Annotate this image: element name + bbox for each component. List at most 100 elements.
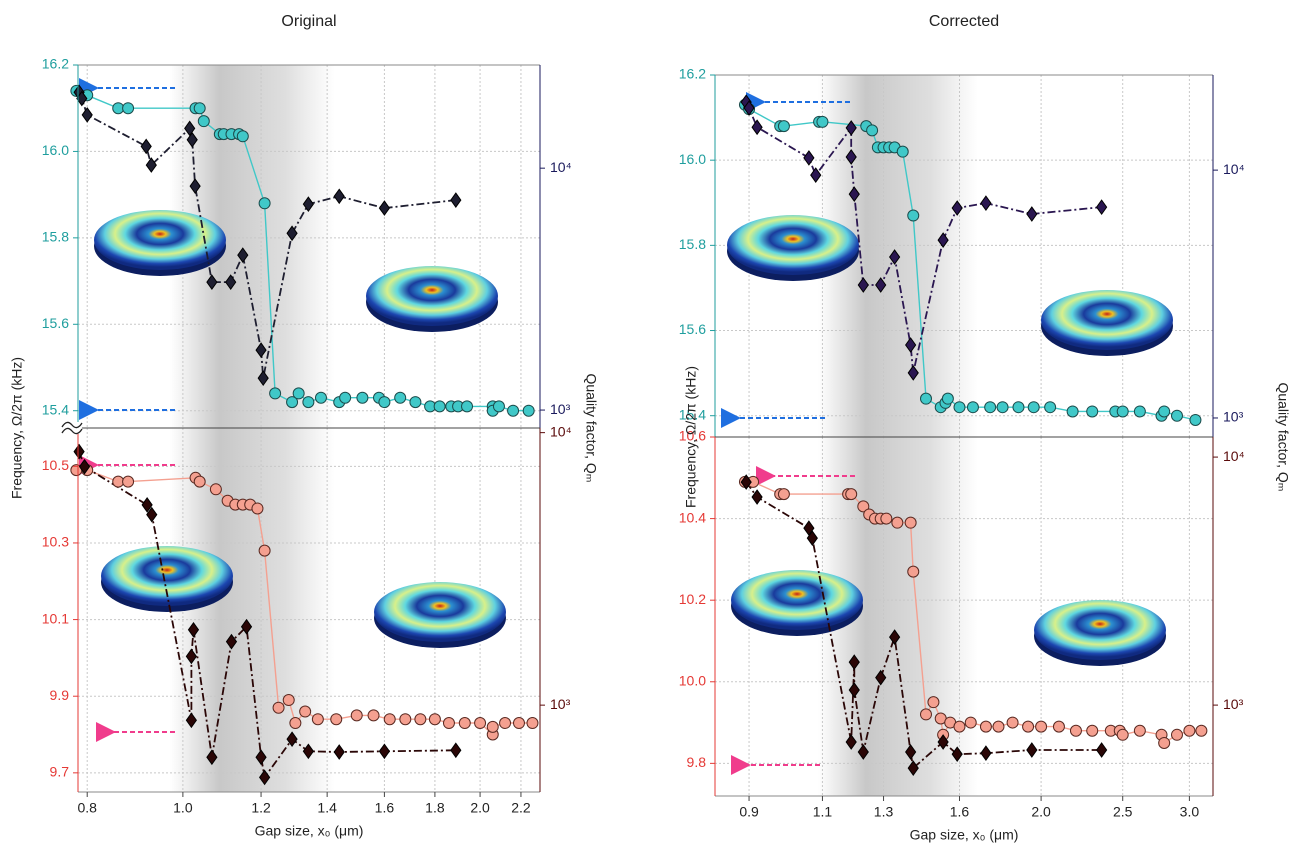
circle-marker xyxy=(1195,724,1208,737)
circle-marker xyxy=(1022,720,1035,733)
x-tick-label: 1.8 xyxy=(425,800,445,816)
x-tick-label: 1.0 xyxy=(173,800,193,816)
circle-marker xyxy=(966,401,979,414)
x-tick-label: 1.6 xyxy=(950,804,970,820)
diamond-marker xyxy=(857,744,869,760)
circle-marker xyxy=(1012,401,1025,414)
circle-marker xyxy=(1189,413,1202,426)
x-tick-label: 0.9 xyxy=(739,804,759,820)
diamond-marker xyxy=(937,232,949,248)
diamond-marker xyxy=(905,744,917,760)
circle-marker xyxy=(1133,405,1146,418)
diamond-marker xyxy=(980,745,992,762)
circle-marker xyxy=(289,717,302,730)
mode-shape-inset xyxy=(366,266,498,326)
circle-marker xyxy=(927,696,940,709)
circle-marker xyxy=(193,475,206,488)
axis-break xyxy=(62,422,82,434)
circle-marker xyxy=(857,500,870,513)
y-tick-label: 10.5 xyxy=(42,457,69,473)
diamond-marker xyxy=(185,712,197,729)
diamond-marker xyxy=(848,186,860,203)
circle-marker xyxy=(992,720,1005,733)
circle-marker xyxy=(282,694,295,707)
circle-marker xyxy=(1044,401,1057,414)
circle-marker xyxy=(1069,724,1082,737)
y2-tick-label: 10³ xyxy=(1223,696,1244,712)
mode-shape-inset xyxy=(1034,600,1166,660)
y-tick-label: 10.1 xyxy=(42,610,69,626)
chart-title: Original xyxy=(281,13,336,30)
diamond-marker xyxy=(743,100,755,116)
y-tick-label: 9.9 xyxy=(50,687,70,703)
circle-marker xyxy=(1133,724,1146,737)
y2-tick-label: 10³ xyxy=(550,401,571,417)
x-tick-label: 1.3 xyxy=(874,804,894,820)
circle-marker xyxy=(919,392,932,405)
circle-marker xyxy=(350,709,363,722)
diamond-marker xyxy=(286,225,298,242)
circle-marker xyxy=(1006,716,1019,729)
circle-marker xyxy=(339,391,352,404)
circle-marker xyxy=(1035,720,1048,733)
diamond-marker xyxy=(206,749,218,766)
y-tick-label: 16.0 xyxy=(42,142,69,158)
diamond-marker xyxy=(237,247,249,263)
circle-marker xyxy=(428,713,441,726)
diamond-marker xyxy=(81,107,93,123)
diamond-marker xyxy=(378,743,391,760)
circle-marker xyxy=(1052,720,1065,733)
mode-shape-inset xyxy=(727,215,859,275)
circle-marker xyxy=(964,716,977,729)
circle-marker xyxy=(953,720,966,733)
circle-marker xyxy=(474,717,487,730)
diamond-marker xyxy=(848,682,860,698)
diamond-marker xyxy=(333,188,345,205)
circle-marker xyxy=(367,709,380,722)
circle-marker xyxy=(1183,724,1196,737)
mode-shape-inset xyxy=(101,546,233,606)
circle-marker xyxy=(414,713,427,726)
circle-marker xyxy=(302,396,315,409)
diamond-marker xyxy=(937,734,949,750)
diamond-marker xyxy=(240,618,253,635)
y-tick-label: 9.8 xyxy=(687,754,707,770)
circle-marker xyxy=(1027,401,1040,414)
y-tick-label: 9.7 xyxy=(50,764,70,780)
diamond-marker xyxy=(951,200,963,216)
circle-marker xyxy=(907,565,920,578)
diamond-marker xyxy=(189,178,201,194)
y-tick-label: 15.4 xyxy=(679,406,706,422)
diamond-marker xyxy=(889,629,901,645)
y-tick-label: 15.6 xyxy=(42,315,69,331)
circle-marker xyxy=(394,391,407,404)
circle-marker xyxy=(112,102,125,115)
circle-marker xyxy=(383,713,396,726)
x-axis-label: Gap size, x₀ (μm) xyxy=(255,823,364,839)
y2-tick-label: 10³ xyxy=(550,696,571,712)
circle-marker xyxy=(816,115,829,128)
y-tick-label: 16.2 xyxy=(679,66,706,82)
circle-marker xyxy=(286,396,299,409)
diamond-marker xyxy=(450,742,462,759)
diamond-marker xyxy=(255,342,267,358)
x-tick-label: 2.0 xyxy=(1031,804,1051,820)
chart-title: Corrected xyxy=(929,13,999,30)
y-tick-label: 10.0 xyxy=(679,672,706,688)
diamond-marker xyxy=(857,277,869,293)
circle-marker xyxy=(299,705,312,718)
diamond-marker xyxy=(140,138,152,155)
diamond-marker xyxy=(1096,742,1108,758)
diamond-marker xyxy=(1096,199,1108,216)
diamond-marker xyxy=(806,530,818,547)
diamond-marker xyxy=(258,769,271,786)
circle-marker xyxy=(507,404,520,417)
x-tick-label: 1.2 xyxy=(251,800,271,816)
circle-marker xyxy=(269,387,282,400)
x-tick-label: 1.6 xyxy=(375,800,395,816)
circle-marker xyxy=(896,145,909,158)
y-tick-label: 16.2 xyxy=(42,56,69,72)
diamond-marker xyxy=(907,760,919,776)
mode-shape-inset xyxy=(374,582,506,642)
diamond-marker xyxy=(1026,742,1038,758)
